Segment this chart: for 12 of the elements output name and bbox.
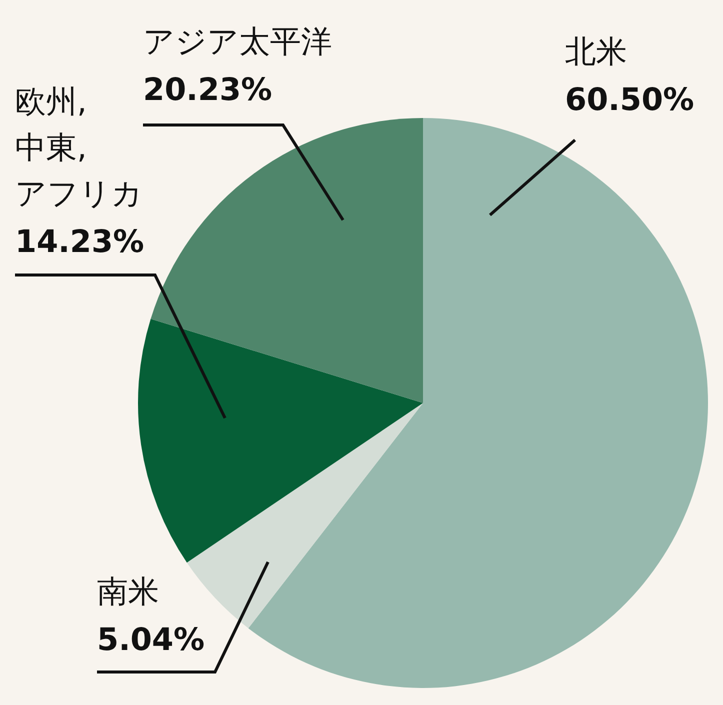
slice-label: 欧州, 中東, アフリカ — [15, 84, 143, 212]
data-label: 60.50% — [565, 82, 694, 118]
pie-slice — [248, 118, 708, 688]
pie-slice — [138, 318, 423, 563]
data-label: 20.23% — [143, 72, 272, 108]
slice-label: 南米 — [97, 574, 159, 610]
pie-slice — [150, 118, 423, 403]
slice-label: 北米 — [565, 34, 627, 70]
pie-slice — [186, 403, 423, 628]
data-label: 5.04% — [97, 622, 205, 658]
data-label: 14.23% — [15, 224, 144, 260]
slice-label: アジア太平洋 — [143, 24, 332, 60]
